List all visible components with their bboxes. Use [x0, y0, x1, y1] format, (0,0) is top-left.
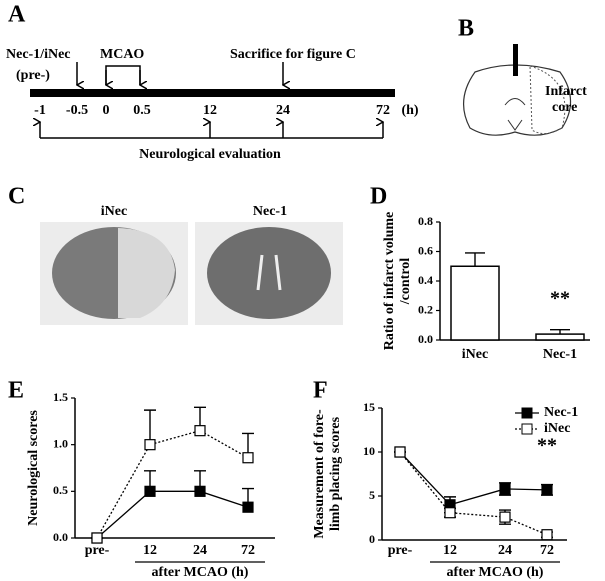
- panel-b: B Infarct core: [458, 16, 587, 136]
- arrows: [40, 62, 383, 139]
- x-tick-label: pre-: [85, 543, 110, 558]
- legend-marker: [521, 423, 533, 435]
- x-axis-label: after MCAO (h): [152, 565, 249, 580]
- marker: [499, 511, 511, 523]
- panel-c: C iNec Nec-1: [8, 184, 343, 325]
- bar: [535, 333, 585, 341]
- marker: [541, 529, 553, 541]
- marker: [194, 425, 206, 437]
- x-tick-label: 72: [540, 543, 554, 558]
- marker: [242, 452, 254, 464]
- panel-letter: B: [458, 16, 474, 42]
- timepoint: -0.5: [66, 103, 88, 118]
- marker: [541, 484, 553, 496]
- y-tick-label: 15: [363, 400, 375, 414]
- annotation: **: [550, 288, 570, 310]
- x-tick-label: 12: [143, 543, 157, 558]
- infarct-label: Infarct: [545, 84, 587, 99]
- panel-letter: C: [8, 184, 25, 210]
- x-tick-label: 24: [193, 543, 207, 558]
- marker: [499, 483, 511, 495]
- needle: [513, 44, 518, 76]
- series-line: [96, 490, 249, 539]
- infarct: [118, 228, 175, 318]
- marker: [242, 501, 254, 513]
- y-tick-label: 0: [369, 532, 375, 546]
- image-label: iNec: [101, 204, 127, 219]
- y-axis-label: Measurement of fore-: [312, 409, 327, 539]
- panel-letter: F: [313, 378, 328, 404]
- mcao-label: MCAO: [100, 47, 144, 62]
- x-tick-label: 12: [443, 543, 457, 558]
- y-tick-label: 1.0: [53, 436, 68, 450]
- timeline-bar: [30, 89, 395, 97]
- sacrifice-label: Sacrifice for figure C: [230, 47, 356, 62]
- infarct-area: [529, 65, 566, 134]
- bar: [450, 265, 500, 341]
- legend-label: iNec: [544, 421, 570, 436]
- marker: [144, 485, 156, 497]
- y-tick-label: 0.8: [418, 214, 433, 228]
- legend-label: Nec-1: [544, 405, 578, 420]
- evaluation-label: Neurological evaluation: [139, 147, 281, 162]
- error-bar: [144, 409, 156, 445]
- brain-detail: [504, 98, 526, 131]
- brain-outline: [463, 64, 572, 136]
- x-tick-label: pre-: [388, 543, 413, 558]
- x-tick-label: 24: [498, 543, 512, 558]
- timepoint: 0.5: [133, 103, 151, 118]
- error-bar: [465, 252, 485, 267]
- timepoint: -1: [34, 103, 46, 118]
- y-axis-label: limb placing scores: [328, 416, 343, 531]
- brain-slice: [207, 227, 331, 319]
- timepoint: 72: [376, 103, 390, 118]
- timepoint: 12: [203, 103, 217, 118]
- y-axis-label: Ratio of infarct volume: [382, 212, 397, 351]
- y-tick-label: 0.4: [418, 273, 433, 287]
- charts: D Ratio of infarct volume/control 0.0 0.2 0.…: [8, 184, 590, 580]
- ventricles: [256, 254, 282, 291]
- y-axis-label: Neurological scores: [26, 410, 41, 526]
- timepoint: 24: [276, 103, 290, 118]
- marker: [144, 439, 156, 451]
- x-tick-label: 72: [241, 543, 255, 558]
- image-label: Nec-1: [253, 204, 287, 219]
- marker: [91, 532, 103, 544]
- y-tick-label: 0.0: [53, 530, 68, 544]
- annotation: **: [537, 435, 557, 457]
- panel-letter: A: [8, 2, 26, 28]
- series-line: [399, 451, 548, 536]
- y-tick-label: 0.2: [418, 302, 433, 316]
- x-axis-label: after MCAO (h): [447, 565, 544, 580]
- time-unit: (h): [401, 103, 418, 118]
- marker: [394, 446, 406, 458]
- y-tick-label: 10: [363, 444, 375, 458]
- panel-a: A Nec-1/iNec (pre-) MCAO Sacrifice for f…: [6, 2, 419, 163]
- drug-label: Nec-1/iNec: [6, 47, 71, 62]
- y-tick-label: 0.6: [418, 243, 433, 257]
- x-tick-label: iNec: [462, 347, 488, 362]
- y-tick-label: 0.5: [53, 483, 68, 497]
- pre-label: (pre-): [16, 68, 50, 83]
- x-tick-label: Nec-1: [543, 347, 577, 362]
- series-line: [96, 429, 249, 539]
- marker: [444, 507, 456, 519]
- panel-letter: E: [8, 378, 24, 404]
- y-tick-label: 0.0: [418, 332, 433, 346]
- y-axis-label: /control: [398, 258, 413, 306]
- y-tick-label: 5: [369, 488, 375, 502]
- series-line: [399, 451, 548, 506]
- timepoint: 0: [103, 103, 110, 118]
- panel-letter: D: [370, 184, 387, 210]
- marker: [194, 485, 206, 497]
- legend-marker: [521, 407, 533, 419]
- y-tick-label: 1.5: [53, 390, 68, 404]
- core-label: core: [552, 100, 577, 115]
